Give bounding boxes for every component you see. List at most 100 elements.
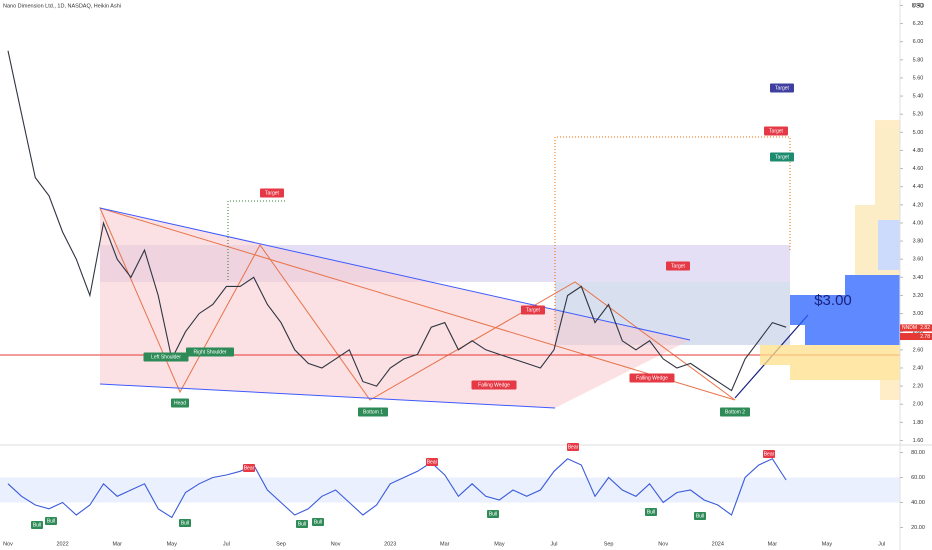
annotation-box — [629, 373, 675, 383]
rsi-signal-box — [31, 521, 43, 529]
y2-tick-label: 60.00 — [911, 475, 925, 481]
annotation: Target — [769, 128, 784, 134]
y2-tick-label: 20.00 — [911, 525, 925, 531]
x-tick-label: 2023 — [384, 541, 396, 547]
annotation-box — [521, 305, 545, 315]
annotation: Target — [526, 307, 541, 313]
y-tick-label: 5.40 — [913, 94, 924, 100]
annotation-box — [143, 352, 189, 362]
x-tick-label: May — [822, 541, 833, 547]
x-tick-label: Mar — [440, 541, 450, 547]
pattern-line — [99, 207, 736, 401]
y-tick-label: 3.20 — [913, 293, 924, 299]
rsi-signal-box — [426, 458, 438, 466]
projection — [554, 136, 791, 330]
x-tick-label: Nov — [3, 541, 13, 547]
rsi-signal: Bull — [647, 509, 655, 515]
rsi-signal-box — [763, 450, 775, 458]
x-tick-label: 2024 — [712, 541, 724, 547]
annotation-box — [358, 407, 388, 417]
x-tick-label: 2022 — [56, 541, 68, 547]
annotation: Target — [775, 154, 790, 160]
rsi-signal: Bull — [696, 513, 704, 519]
rsi-signal-box — [179, 519, 191, 527]
volume-profile — [760, 120, 900, 400]
annotation-box — [770, 152, 794, 162]
rsi-line — [7, 458, 787, 519]
annotation: Target — [265, 190, 280, 196]
y-tick-label: 4.40 — [913, 184, 924, 190]
annotation-box — [471, 380, 517, 390]
rsi-signal-box — [645, 508, 657, 516]
y-tick-label: 2.00 — [913, 402, 924, 408]
price-tag-label: 2.78 — [920, 334, 930, 340]
price-tag-label: 2.82 — [920, 325, 930, 331]
x-tick-label: Mar — [768, 541, 778, 547]
annotation: Target — [671, 263, 686, 269]
rsi-signal: Bear — [764, 451, 775, 457]
annotation-box — [770, 83, 794, 93]
x-tick-label: Nov — [658, 541, 668, 547]
x-tick-label: Sep — [276, 541, 286, 547]
annotation-box — [666, 261, 690, 271]
y2-tick-label: 80.00 — [911, 450, 925, 456]
x-tick-label: May — [167, 541, 178, 547]
price-tag — [900, 324, 932, 332]
y-tick-label: 4.60 — [913, 166, 924, 172]
y-tick-label: 6.20 — [913, 21, 924, 27]
y-tick-label: 5.60 — [913, 75, 924, 81]
rsi-band — [0, 477, 900, 503]
x-tick-label: May — [494, 541, 505, 547]
y-tick-label: 4.20 — [913, 202, 924, 208]
annotation: Falling Wedge — [478, 382, 510, 388]
rsi-signal-box — [312, 518, 324, 526]
y-tick-label: 1.80 — [913, 420, 924, 426]
rsi-signal-box — [487, 510, 499, 518]
y-tick-label: 4.00 — [913, 220, 924, 226]
x-tick-label: Jul — [878, 541, 885, 547]
rsi-signal: Bull — [298, 521, 306, 527]
y-tick-label: 5.20 — [913, 112, 924, 118]
annotation-box — [764, 126, 788, 136]
x-tick-label: Sep — [604, 541, 614, 547]
projection — [227, 200, 285, 280]
currency: USD — [912, 4, 925, 10]
y-tick-label: 3.40 — [913, 275, 924, 281]
rsi-signal: Bear — [244, 465, 255, 471]
annotation: Left Shoulder — [151, 354, 181, 360]
wedge-zone — [100, 208, 690, 408]
rsi-signal: Bear — [568, 444, 579, 450]
annotation: Target — [775, 85, 790, 91]
price-callout: $3.00 — [814, 292, 852, 309]
annotation: Falling Wedge — [636, 375, 668, 381]
rsi-signal: Bull — [33, 522, 41, 528]
y-tick-label: 6.00 — [913, 39, 924, 45]
y-tick-label: 6.40 — [913, 3, 924, 9]
chart-title: Nano Dimension Ltd., 1D, NASDAQ, Heikin … — [3, 3, 121, 9]
x-tick-label: Jul — [223, 541, 230, 547]
annotation-box — [720, 407, 750, 417]
y-tick-label: 5.00 — [913, 130, 924, 136]
y-tick-label: 4.80 — [913, 148, 924, 154]
trend-line — [99, 383, 556, 409]
annotation-box — [186, 347, 234, 357]
x-tick-label: Jul — [550, 541, 557, 547]
rsi-signal-box — [694, 512, 706, 520]
rsi-signal-box — [567, 443, 579, 451]
annotation: Bottom 1 — [363, 409, 383, 415]
rsi-signal-box — [243, 464, 255, 472]
rsi-signal: Bull — [181, 520, 189, 526]
annotation: Right Shoulder — [193, 349, 226, 355]
rsi-signal: Bear — [427, 459, 438, 465]
y-tick-label: 2.20 — [913, 384, 924, 390]
y-tick-label: 2.80 — [913, 329, 924, 335]
rsi-signal-box — [296, 520, 308, 528]
y-tick-label: 5.80 — [913, 57, 924, 63]
x-tick-label: Mar — [112, 541, 122, 547]
rsi-signal: Bull — [489, 511, 497, 517]
annotation-box — [171, 398, 189, 408]
price-tag-name: NNDM — [902, 325, 917, 331]
y-tick-label: 2.60 — [913, 347, 924, 353]
annotation: Bottom 2 — [725, 409, 745, 415]
